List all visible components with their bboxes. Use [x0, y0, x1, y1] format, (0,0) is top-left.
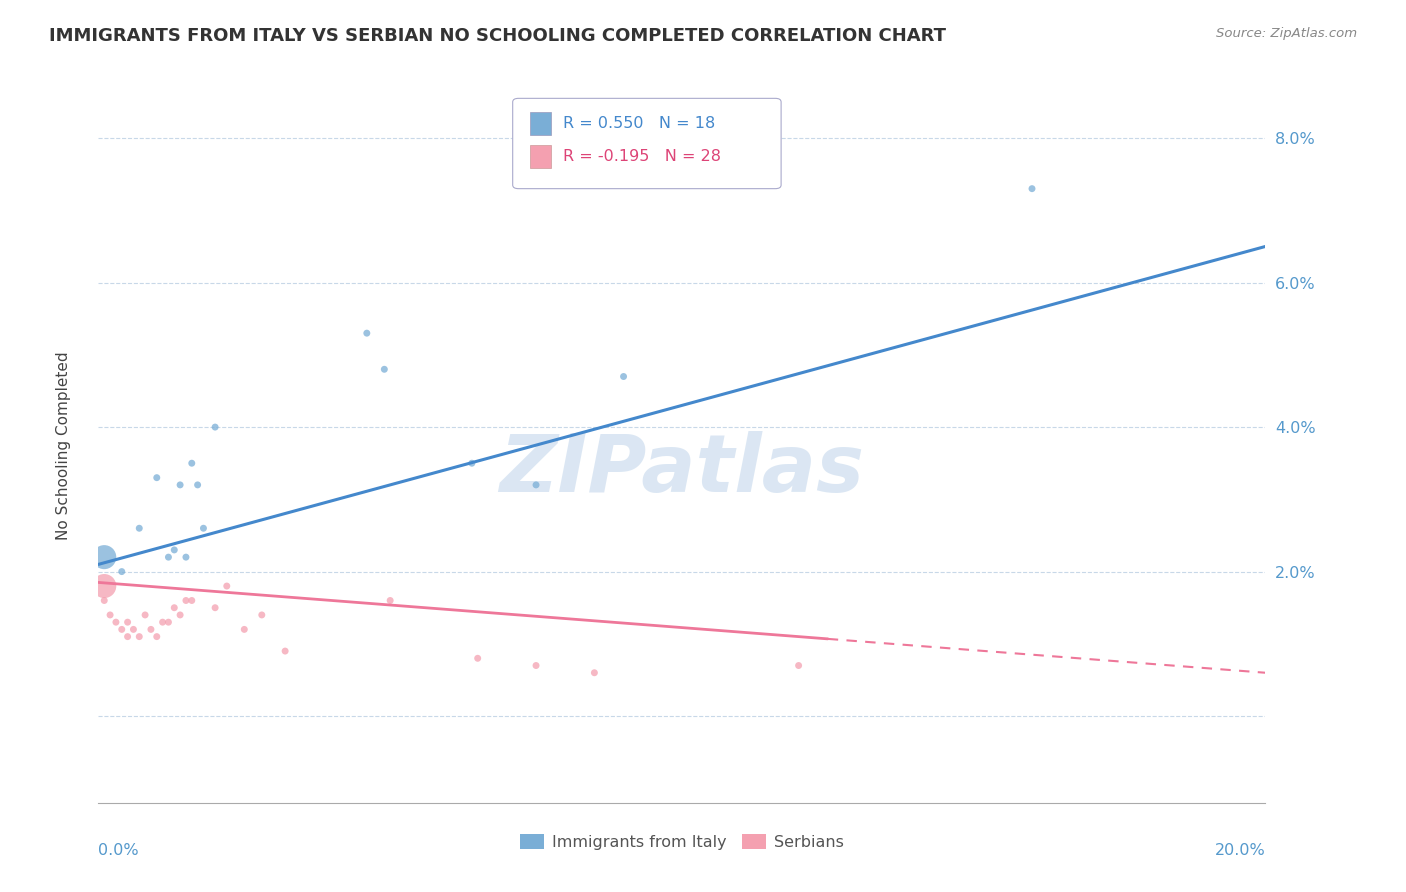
Point	[373, 362, 395, 376]
Point	[174, 593, 197, 607]
Point	[157, 615, 180, 630]
Point	[215, 579, 238, 593]
Point	[117, 615, 139, 630]
Point	[122, 623, 145, 637]
Text: No Schooling Completed: No Schooling Completed	[56, 351, 70, 541]
Point	[180, 593, 202, 607]
Point	[204, 420, 226, 434]
FancyBboxPatch shape	[530, 145, 551, 168]
Point	[169, 478, 191, 492]
Point	[117, 630, 139, 644]
Point	[356, 326, 378, 341]
Text: 20.0%: 20.0%	[1215, 843, 1265, 857]
Point	[174, 550, 197, 565]
Point	[524, 658, 547, 673]
Text: IMMIGRANTS FROM ITALY VS SERBIAN NO SCHOOLING COMPLETED CORRELATION CHART: IMMIGRANTS FROM ITALY VS SERBIAN NO SCHO…	[49, 27, 946, 45]
Point	[104, 615, 127, 630]
Point	[152, 615, 174, 630]
Legend: Immigrants from Italy, Serbians: Immigrants from Italy, Serbians	[513, 828, 851, 856]
Point	[93, 593, 115, 607]
Text: 0.0%: 0.0%	[98, 843, 139, 857]
Point	[93, 579, 115, 593]
Point	[250, 607, 273, 622]
Point	[139, 623, 162, 637]
Point	[193, 521, 215, 535]
Point	[111, 565, 134, 579]
Point	[187, 478, 209, 492]
Text: ZIPatlas: ZIPatlas	[499, 432, 865, 509]
Point	[467, 651, 489, 665]
Point	[93, 550, 115, 565]
Point	[612, 369, 634, 384]
Point	[134, 607, 156, 622]
Point	[111, 623, 134, 637]
Point	[204, 600, 226, 615]
Text: R = -0.195   N = 28: R = -0.195 N = 28	[562, 149, 721, 163]
Point	[146, 470, 169, 484]
Point	[146, 630, 169, 644]
FancyBboxPatch shape	[530, 112, 551, 136]
Text: Source: ZipAtlas.com: Source: ZipAtlas.com	[1216, 27, 1357, 40]
Point	[274, 644, 297, 658]
Point	[380, 593, 402, 607]
Point	[233, 623, 256, 637]
Point	[524, 478, 547, 492]
Point	[787, 658, 810, 673]
Point	[128, 630, 150, 644]
FancyBboxPatch shape	[513, 98, 782, 189]
Point	[1021, 181, 1043, 195]
Text: R = 0.550   N = 18: R = 0.550 N = 18	[562, 116, 716, 131]
Point	[461, 456, 484, 470]
Point	[128, 521, 150, 535]
Point	[169, 607, 191, 622]
Point	[583, 665, 606, 680]
Point	[98, 607, 121, 622]
Point	[163, 542, 186, 557]
Point	[157, 550, 180, 565]
Point	[180, 456, 202, 470]
Point	[163, 600, 186, 615]
